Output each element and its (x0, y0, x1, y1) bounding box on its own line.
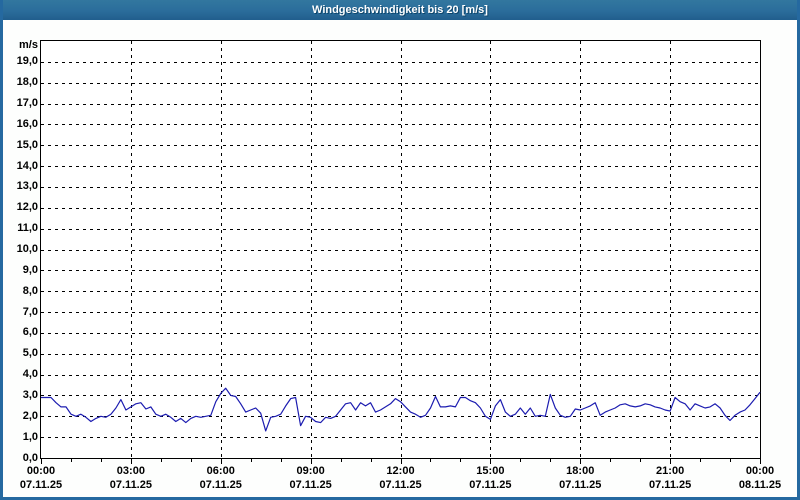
y-axis-tick-label: 9,0 (22, 263, 38, 276)
x-axis-time-label: 18:00 (566, 465, 595, 477)
y-axis-tick-label: 3,0 (22, 388, 38, 401)
x-axis-time-label: 09:00 (296, 465, 325, 477)
window-title: Windgeschwindigkeit bis 20 [m/s] (312, 4, 488, 16)
x-axis-time-label: 15:00 (476, 465, 505, 477)
y-axis-tick-label: 11,0 (17, 222, 38, 235)
x-axis-date-label: 07.11.25 (379, 479, 422, 491)
x-axis-time-label: 03:00 (116, 465, 145, 477)
y-axis-tick-label: 2,0 (22, 409, 38, 422)
x-axis-time-label: 06:00 (206, 465, 235, 477)
y-axis-tick-label: 13,0 (16, 180, 38, 193)
x-axis-date-label: 07.11.25 (469, 479, 512, 491)
y-axis-tick-label: 0,0 (22, 451, 38, 464)
x-axis-time-label: 12:00 (386, 465, 415, 477)
y-axis-tick-label: 16,0 (16, 117, 38, 130)
y-axis-tick-label: 18,0 (16, 76, 38, 89)
y-axis-unit-label: m/s (19, 39, 38, 51)
y-axis-tick-label: 12,0 (16, 201, 38, 214)
y-axis-tick-label: 6,0 (22, 326, 38, 339)
y-axis-tick-label: 14,0 (16, 159, 38, 172)
y-axis-tick-label: 15,0 (16, 138, 38, 151)
x-axis-date-label: 07.11.25 (109, 479, 152, 491)
title-bar: Windgeschwindigkeit bis 20 [m/s] (0, 0, 800, 20)
x-axis-time-label: 21:00 (656, 465, 685, 477)
y-axis-tick-label: 1,0 (22, 430, 38, 443)
x-axis-time-label: 00:00 (26, 465, 56, 477)
x-axis-date-label: 07.11.25 (649, 479, 692, 491)
y-axis-tick-label: 17,0 (16, 97, 38, 110)
x-axis-date-label: 07.11.25 (559, 479, 602, 491)
x-axis-date-label: 07.11.25 (199, 479, 242, 491)
y-axis-tick-label: 4,0 (22, 368, 38, 381)
y-axis-tick-label: 19,0 (16, 55, 38, 68)
y-axis-tick-label: 5,0 (22, 347, 38, 360)
y-axis-tick-label: 7,0 (22, 305, 38, 318)
x-axis-date-label: 07.11.25 (19, 479, 63, 491)
y-axis-tick-label: 10,0 (16, 243, 38, 255)
y-axis-tick-label: 8,0 (22, 284, 38, 297)
x-axis-date-label: 07.11.25 (289, 479, 332, 491)
plot-area (39, 39, 761, 459)
x-axis-date-label: 08.11.25 (738, 479, 782, 491)
x-axis-time-label: 00:00 (745, 465, 775, 477)
